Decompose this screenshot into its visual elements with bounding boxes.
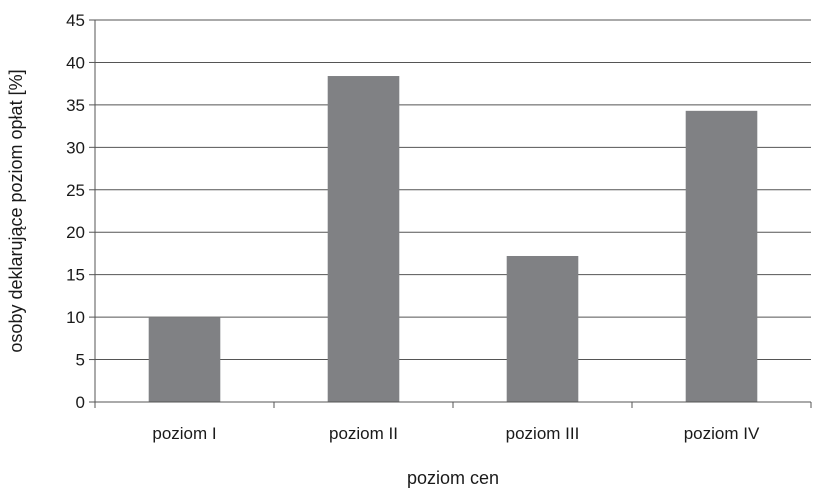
y-tick-label: 20	[66, 223, 85, 242]
bar	[506, 255, 579, 402]
x-category-label: poziom I	[152, 424, 216, 443]
x-category-label: poziom II	[329, 424, 398, 443]
x-category-label: poziom IV	[684, 424, 760, 443]
y-tick-label: 5	[76, 351, 85, 370]
y-axis-title: osoby deklarujące poziom opłat [%]	[6, 69, 26, 352]
x-axis-title: poziom cen	[407, 468, 499, 488]
y-tick-label: 30	[66, 138, 85, 157]
bars	[148, 76, 758, 402]
bar	[685, 110, 758, 402]
y-tick-label: 25	[66, 181, 85, 200]
x-category-labels: poziom I poziom II poziom III poziom IV	[152, 424, 760, 443]
y-tick-label: 0	[76, 393, 85, 412]
y-tick-label: 10	[66, 308, 85, 327]
axes	[89, 19, 812, 408]
x-category-label: poziom III	[506, 424, 580, 443]
y-tick-label: 15	[66, 266, 85, 285]
bar	[148, 317, 221, 402]
y-tick-label: 40	[66, 53, 85, 72]
y-tick-label: 35	[66, 96, 85, 115]
y-tick-label: 45	[66, 11, 85, 30]
y-tick-labels: 0 5 10 15 20 25 30 35 40 45	[66, 11, 85, 412]
bar	[327, 76, 400, 402]
